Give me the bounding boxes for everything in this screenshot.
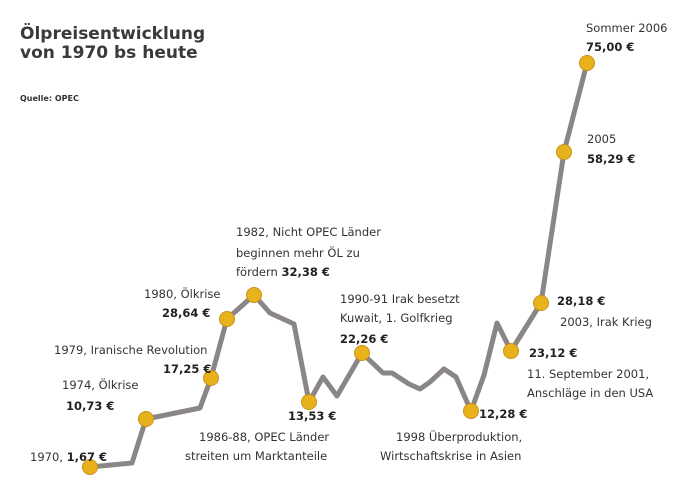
label-1974: 1974, Ölkrise [62,376,138,392]
marker-1990 [354,345,370,361]
chart-title-line2: von 1970 bs heute [20,43,198,63]
value-1986: 13,53 € [288,409,336,423]
value-1980: 28,64 € [162,306,210,320]
marker-2005 [556,144,572,160]
value-1979: 17,25 € [163,362,211,376]
label-2001-line2: Anschläge in den USA [527,386,653,400]
label-1990-line1: 1990-91 Irak besetzt [340,292,460,306]
label-1982-line1: 1982, Nicht OPEC Länder [236,225,381,239]
label-2003: 2003, Irak Krieg [560,315,652,329]
label-1982-line2: beginnen mehr ÖL zu [236,244,360,260]
value-2005: 58,29 € [587,152,635,166]
annotations: 1970, 1,67 € 1974, Ölkrise 10,73 € 1979,… [30,21,667,464]
marker-1970 [82,459,98,475]
marker-2003 [533,295,549,311]
label-1980: 1980, Ölkrise [144,285,220,301]
marker-1979 [203,370,219,386]
label-1986-line2: streiten um Marktanteile [185,449,327,463]
chart-source: Quelle: OPEC [20,94,79,103]
label-1970: 1970, 1,67 € [30,450,107,464]
marker-1986 [301,394,317,410]
value-1990: 22,26 € [340,332,388,346]
value-1974: 10,73 € [66,399,114,413]
label-2005: 2005 [587,132,616,146]
value-2001: 23,12 € [529,346,577,360]
value-2003: 28,18 € [557,294,605,308]
data-markers [82,55,595,475]
label-1982-line3: fördern 32,38 € [236,265,330,279]
label-1990-line2: Kuwait, 1. Golfkrieg [340,311,453,325]
label-1986-line1: 1986-88, OPEC Länder [199,430,329,444]
marker-1974 [138,411,154,427]
marker-2006 [579,55,595,71]
label-1998-line1: 1998 Überproduktion, [396,428,522,444]
label-2001-line1: 11. September 2001, [527,367,649,381]
chart-title-line1: Ölpreisentwicklung [20,22,205,44]
label-1998-line2: Wirtschaftskrise in Asien [380,449,521,463]
value-2006: 75,00 € [586,40,634,54]
marker-1980 [219,311,235,327]
label-1979: 1979, Iranische Revolution [54,343,207,357]
marker-2001 [503,343,519,359]
marker-1982 [246,287,262,303]
value-1998: 12,28 € [479,407,527,421]
price-line [87,60,590,470]
label-2006: Sommer 2006 [586,21,667,35]
marker-1998 [463,403,479,419]
